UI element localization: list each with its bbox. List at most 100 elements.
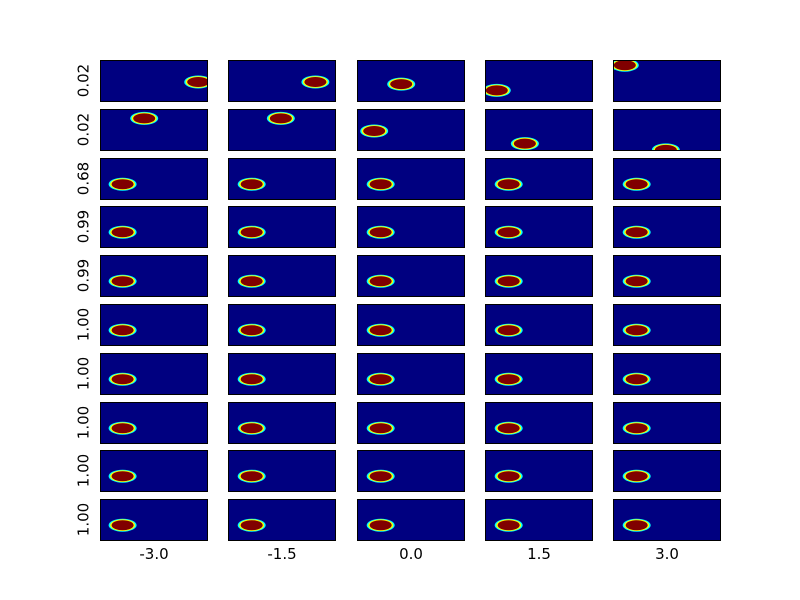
panel-plot (266, 111, 295, 125)
row-label: 1.00 (74, 454, 93, 488)
blob-core (111, 227, 134, 238)
column-label: -3.0 (139, 545, 169, 564)
panel-plot (387, 77, 416, 91)
blob-core (240, 422, 263, 433)
blob-core (486, 85, 508, 96)
panel-plot (622, 470, 651, 484)
blob-core (497, 178, 520, 189)
panel-plot (622, 372, 651, 386)
heatmap-panel (228, 352, 336, 395)
blob-core (111, 471, 134, 482)
heatmap-panel (228, 108, 336, 151)
panel-plot (301, 75, 330, 89)
blob-core (369, 178, 392, 189)
panel-plot (366, 421, 395, 435)
heatmap-panel (485, 401, 593, 444)
panel-plot (184, 75, 207, 89)
panel-plot (237, 518, 266, 532)
panel-plot (510, 136, 539, 150)
heatmap-panel (228, 255, 336, 298)
row-label: 0.02 (74, 112, 93, 146)
panel-plot (366, 323, 395, 337)
panel-plot (651, 143, 680, 150)
panel-plot (366, 470, 395, 484)
row-label: 1.00 (74, 405, 93, 439)
blob-core (240, 325, 263, 336)
blob-core (369, 325, 392, 336)
blob-core (369, 276, 392, 287)
blob-core (363, 125, 386, 136)
heatmap-panel (357, 304, 465, 346)
heatmap-panel (485, 255, 593, 298)
heatmap-panel (485, 60, 593, 102)
blob-core (497, 422, 520, 433)
blob-core (133, 113, 156, 124)
heatmap-panel (357, 108, 465, 151)
heatmap-panel (613, 304, 721, 346)
panel-plot (366, 226, 395, 240)
panel-plot (237, 226, 266, 240)
panel-plot (237, 177, 266, 191)
blob-core (111, 325, 134, 336)
blob-core (390, 79, 413, 90)
heatmap-panel (485, 108, 593, 151)
heatmap-panel (357, 255, 465, 298)
heatmap-panel (485, 304, 593, 346)
panel-plot (237, 421, 266, 435)
panel-plot (622, 177, 651, 191)
panel-plot (622, 226, 651, 240)
blob-core (625, 325, 648, 336)
panel-plot (108, 323, 137, 337)
panel-plot (494, 470, 523, 484)
heatmap-panel (228, 450, 336, 493)
heatmap-panel (100, 60, 208, 102)
heatmap-panel (228, 60, 336, 102)
row-label: 0.02 (74, 63, 93, 98)
heatmap-panel (613, 499, 721, 542)
heatmap-panel (613, 108, 721, 151)
blob-core (240, 520, 263, 531)
heatmap-panel (228, 157, 336, 200)
heatmap-panel (613, 450, 721, 493)
heatmap-panel (613, 401, 721, 444)
panel-plot (366, 518, 395, 532)
blob-core (625, 422, 648, 433)
blob-core (497, 520, 520, 531)
panel-plot (494, 421, 523, 435)
heatmap-panel (357, 60, 465, 102)
panel-plot (494, 518, 523, 532)
heatmap-panel (485, 157, 593, 200)
heatmap-panel (485, 352, 593, 395)
panel-plot (237, 274, 266, 288)
heatmap-panel (100, 450, 208, 493)
heatmap-panel (228, 304, 336, 346)
column-label: 1.5 (527, 545, 551, 564)
panel-plot (366, 372, 395, 386)
blob-core (369, 422, 392, 433)
blob-core (187, 77, 207, 87)
panel-plot (360, 124, 389, 138)
blob-core (111, 276, 134, 287)
column-label: 3.0 (655, 545, 679, 564)
heatmap-panel (485, 499, 593, 542)
blob-core (269, 113, 292, 124)
heatmap-panel (228, 401, 336, 444)
panel-plot (622, 274, 651, 288)
heatmap-panel (228, 499, 336, 542)
blob-core (111, 520, 134, 531)
row-label: 1.00 (74, 356, 93, 390)
heatmap-panel (100, 108, 208, 151)
panel-plot (237, 323, 266, 337)
blob-core (369, 471, 392, 482)
panel-plot (108, 470, 137, 484)
row-label: 1.00 (74, 307, 93, 342)
heatmap-panel (100, 206, 208, 249)
panel-plot (108, 421, 137, 435)
heatmap-panel (100, 157, 208, 200)
panel-plot (237, 470, 266, 484)
heatmap-panel (613, 206, 721, 249)
blob-core (240, 178, 263, 189)
panel-plot (494, 372, 523, 386)
panel-plot (486, 83, 511, 97)
